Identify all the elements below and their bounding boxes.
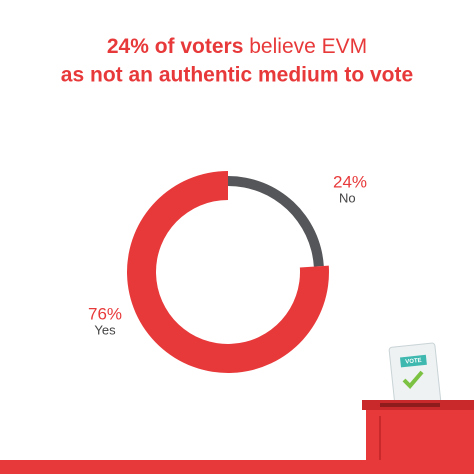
category-label: Yes <box>94 322 116 337</box>
value-label: 76% <box>88 304 122 323</box>
value-label: 24% <box>333 172 367 191</box>
donut <box>127 171 330 373</box>
donut-segment <box>127 171 330 373</box>
donut-segment <box>228 176 324 267</box>
chart-title-line2: as not an authentic medium to vote <box>61 64 413 87</box>
title-rest: believe EVM <box>249 35 367 58</box>
category-label: No <box>339 190 356 205</box>
title-emphasis: 24% of voters <box>107 35 244 58</box>
ballot-box: VOTE <box>362 342 474 474</box>
ballot-label: VOTE <box>405 358 422 366</box>
chart-title: 24% of voters believe EVM <box>107 35 367 58</box>
footer-bar <box>0 460 474 474</box>
